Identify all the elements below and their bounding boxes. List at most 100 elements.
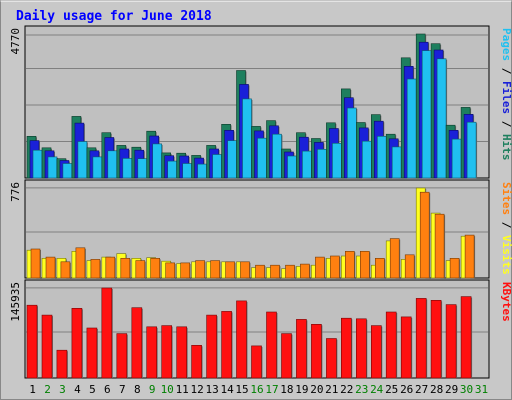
- bar-sites-day-6: [105, 256, 116, 279]
- bar-sites-day-18: [285, 264, 295, 279]
- bar-kbytes-day-26: [400, 316, 412, 379]
- bar-sites-day-19: [300, 263, 310, 279]
- x-tick-label: 8: [134, 383, 141, 396]
- legend-separator: /: [500, 114, 512, 134]
- bar-kbytes-day-15: [236, 300, 247, 379]
- bar-kbytes-day-16: [251, 345, 262, 379]
- bar-kbytes-day-3: [56, 349, 68, 379]
- chart-title: Daily usage for June 2018: [16, 9, 212, 24]
- bar-sites-day-24: [374, 257, 385, 279]
- bar-kbytes-day-8: [131, 307, 143, 379]
- bar-pages-day-14: [227, 140, 237, 179]
- x-tick-label: 26: [400, 383, 413, 396]
- legend-separator: /: [500, 61, 512, 81]
- bar-sites-day-14: [225, 261, 235, 279]
- bar-sites-day-15: [240, 261, 250, 279]
- x-tick-label: 30: [460, 383, 473, 396]
- bar-pages-day-18: [287, 155, 297, 179]
- x-tick-label: 11: [176, 383, 189, 396]
- bar-sites-day-30: [464, 234, 475, 279]
- bar-sites-day-29: [449, 257, 460, 279]
- bar-sites-day-27: [419, 191, 430, 279]
- bar-pages-day-1: [32, 149, 43, 179]
- bar-kbytes-day-10: [161, 325, 172, 379]
- bar-pages-day-4: [77, 141, 88, 179]
- x-tick-label: 21: [325, 383, 338, 396]
- bar-sites-day-11: [180, 262, 190, 279]
- bar-pages-day-29: [451, 138, 462, 179]
- bar-kbytes-day-9: [146, 326, 157, 379]
- bar-sites-day-1: [30, 248, 41, 279]
- bar-kbytes-day-29: [445, 304, 457, 379]
- x-tick-label: 4: [74, 383, 81, 396]
- bar-pages-day-17: [272, 133, 282, 179]
- bar-pages-day-28: [436, 58, 447, 179]
- bar-kbytes-day-7: [116, 333, 128, 379]
- bar-sites-day-7: [120, 257, 131, 279]
- legend-entry-kbytes: KBytes: [500, 282, 512, 322]
- x-axis-labels: 1 2 3 4 5 6 7 8 9 10 11 12 13 14 15 16 17 18 19 20 21 22 23 24 2…: [29, 383, 488, 396]
- bar-kbytes-day-21: [326, 338, 337, 379]
- bar-sites-day-13: [210, 260, 220, 279]
- bar-kbytes-day-22: [340, 317, 352, 379]
- x-tick-label: 29: [445, 383, 458, 396]
- bar-kbytes-day-18: [281, 333, 292, 379]
- x-tick-label: 5: [89, 383, 96, 396]
- y-max-label: 776: [9, 182, 22, 202]
- bar-kbytes-day-23: [355, 318, 367, 379]
- bar-pages-day-2: [47, 156, 58, 179]
- bar-pages-day-12: [197, 163, 207, 179]
- x-tick-label: 12: [190, 383, 203, 396]
- bar-sites-day-12: [195, 260, 205, 279]
- bar-sites-day-4: [75, 247, 86, 279]
- legend-entry-visits: Visits: [500, 235, 512, 275]
- x-tick-label: 19: [295, 383, 308, 396]
- bar-pages-day-16: [257, 137, 267, 179]
- bar-pages-day-24: [376, 136, 387, 179]
- bar-pages-day-20: [317, 149, 327, 179]
- bar-sites-day-20: [315, 256, 325, 279]
- bar-kbytes-day-19: [296, 319, 307, 379]
- bar-pages-day-26: [406, 78, 417, 179]
- panel-3: 145935 KBytes: [9, 279, 512, 379]
- bar-sites-day-3: [60, 261, 71, 279]
- bar-kbytes-day-1: [26, 304, 38, 379]
- x-tick-label: 6: [104, 383, 111, 396]
- bar-sites-day-26: [404, 254, 415, 279]
- bar-pages-day-3: [62, 163, 73, 179]
- bar-sites-day-9: [150, 257, 160, 279]
- legend-entry-pages: Pages: [500, 28, 512, 61]
- x-tick-label: 18: [280, 383, 293, 396]
- x-tick-label: 7: [119, 383, 126, 396]
- x-tick-label: 10: [161, 383, 174, 396]
- x-tick-label: 16: [250, 383, 263, 396]
- x-tick-label: 15: [235, 383, 248, 396]
- bar-kbytes-day-25: [385, 311, 397, 379]
- bar-pages-day-30: [466, 121, 477, 179]
- bar-kbytes-day-17: [266, 311, 277, 379]
- bar-pages-day-9: [152, 143, 162, 179]
- y-max-label: 4770: [9, 28, 22, 55]
- bar-kbytes-day-27: [415, 298, 427, 379]
- legend-separator: /: [500, 215, 512, 235]
- legend-entry-sites: Sites: [500, 182, 512, 215]
- bar-sites-day-2: [45, 256, 56, 279]
- bar-kbytes-day-28: [430, 299, 442, 379]
- bar-sites-day-25: [389, 238, 400, 279]
- panel-1: 4770 Pages / Files / Hits: [9, 25, 512, 179]
- x-tick-label: 23: [355, 383, 368, 396]
- x-tick-label: 20: [310, 383, 323, 396]
- bar-kbytes-day-2: [41, 314, 53, 379]
- bar-kbytes-day-14: [221, 311, 232, 379]
- x-tick-label: 31: [475, 383, 488, 396]
- bar-pages-day-25: [391, 146, 402, 179]
- x-tick-label: 25: [385, 383, 398, 396]
- bar-pages-day-22: [346, 107, 357, 179]
- x-tick-label: 3: [59, 383, 66, 396]
- x-tick-label: 13: [205, 383, 218, 396]
- x-tick-label: 22: [340, 383, 353, 396]
- bar-pages-day-27: [421, 50, 432, 179]
- bar-sites-day-21: [330, 255, 340, 279]
- bar-sites-day-23: [359, 251, 370, 279]
